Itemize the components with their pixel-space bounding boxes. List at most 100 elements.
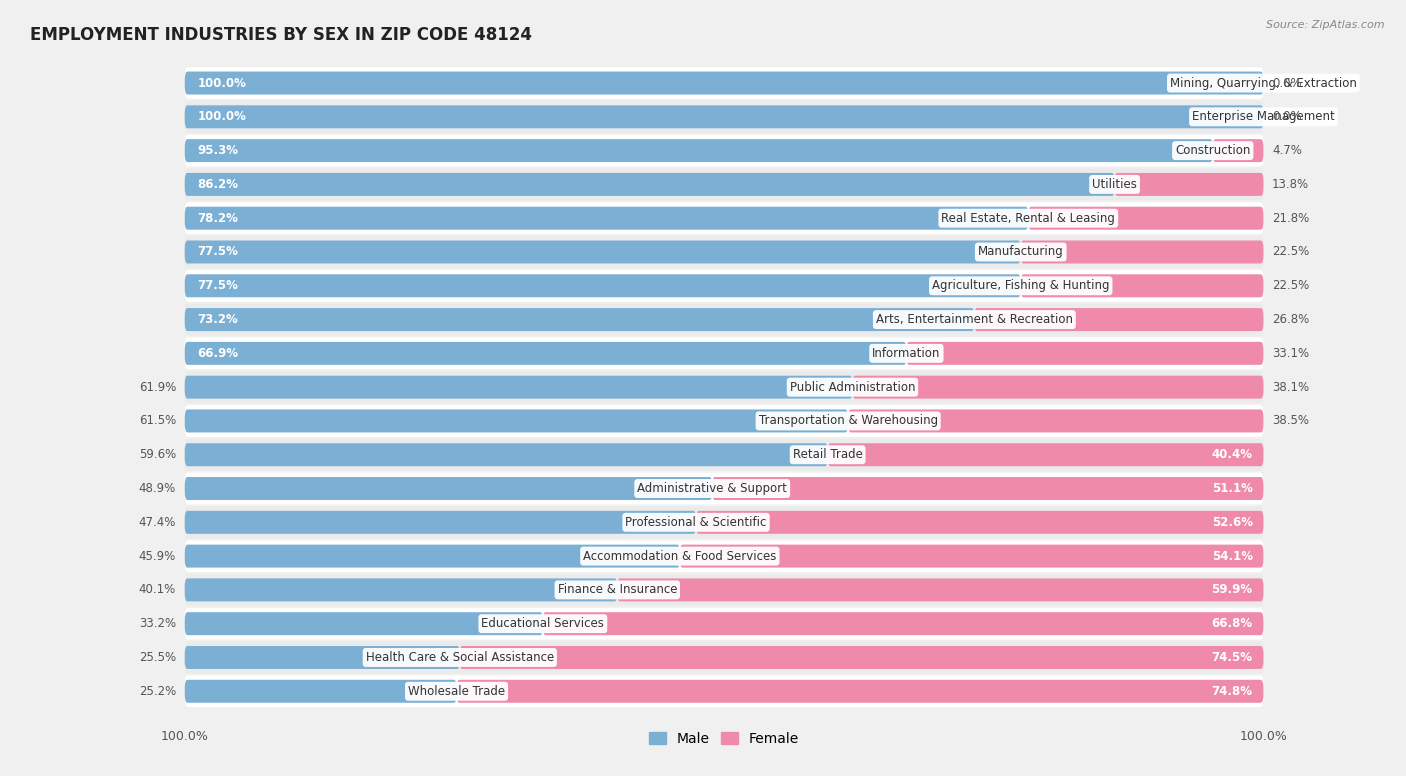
- FancyBboxPatch shape: [184, 578, 617, 601]
- Text: 59.6%: 59.6%: [139, 449, 176, 461]
- Text: Public Administration: Public Administration: [790, 381, 915, 393]
- Text: Construction: Construction: [1175, 144, 1250, 157]
- FancyBboxPatch shape: [184, 173, 1115, 196]
- Text: Enterprise Management: Enterprise Management: [1192, 110, 1334, 123]
- Text: 13.8%: 13.8%: [1272, 178, 1309, 191]
- Text: 52.6%: 52.6%: [1212, 516, 1253, 528]
- FancyBboxPatch shape: [184, 439, 1264, 470]
- Text: Manufacturing: Manufacturing: [977, 245, 1063, 258]
- Text: 95.3%: 95.3%: [198, 144, 239, 157]
- Text: 61.9%: 61.9%: [139, 381, 176, 393]
- Text: 78.2%: 78.2%: [198, 212, 239, 225]
- FancyBboxPatch shape: [184, 206, 1028, 230]
- Text: 61.5%: 61.5%: [139, 414, 176, 428]
- Text: 54.1%: 54.1%: [1212, 549, 1253, 563]
- Text: 38.1%: 38.1%: [1272, 381, 1309, 393]
- Text: 73.2%: 73.2%: [198, 313, 239, 326]
- Text: Information: Information: [872, 347, 941, 360]
- FancyBboxPatch shape: [852, 376, 1264, 399]
- FancyBboxPatch shape: [184, 101, 1264, 133]
- FancyBboxPatch shape: [696, 511, 1264, 534]
- FancyBboxPatch shape: [184, 308, 974, 331]
- Text: 22.5%: 22.5%: [1272, 245, 1309, 258]
- Text: 25.5%: 25.5%: [139, 651, 176, 664]
- FancyBboxPatch shape: [184, 443, 828, 466]
- Text: 4.7%: 4.7%: [1272, 144, 1302, 157]
- FancyBboxPatch shape: [184, 106, 1264, 128]
- FancyBboxPatch shape: [184, 608, 1264, 639]
- Text: 48.9%: 48.9%: [139, 482, 176, 495]
- Text: Arts, Entertainment & Recreation: Arts, Entertainment & Recreation: [876, 313, 1073, 326]
- Text: 33.2%: 33.2%: [139, 617, 176, 630]
- FancyBboxPatch shape: [1115, 173, 1264, 196]
- Text: Administrative & Support: Administrative & Support: [637, 482, 787, 495]
- Text: 100.0%: 100.0%: [198, 77, 246, 89]
- FancyBboxPatch shape: [184, 270, 1264, 302]
- FancyBboxPatch shape: [543, 612, 1264, 636]
- FancyBboxPatch shape: [457, 680, 1264, 703]
- Text: 74.5%: 74.5%: [1212, 651, 1253, 664]
- FancyBboxPatch shape: [184, 139, 1213, 162]
- Text: 77.5%: 77.5%: [198, 279, 239, 293]
- FancyBboxPatch shape: [184, 574, 1264, 606]
- FancyBboxPatch shape: [184, 642, 1264, 674]
- Text: 21.8%: 21.8%: [1272, 212, 1309, 225]
- FancyBboxPatch shape: [184, 646, 460, 669]
- Text: 86.2%: 86.2%: [198, 178, 239, 191]
- FancyBboxPatch shape: [184, 338, 1264, 369]
- Text: Accommodation & Food Services: Accommodation & Food Services: [583, 549, 776, 563]
- FancyBboxPatch shape: [974, 308, 1264, 331]
- Text: Agriculture, Fishing & Hunting: Agriculture, Fishing & Hunting: [932, 279, 1109, 293]
- Text: 66.9%: 66.9%: [198, 347, 239, 360]
- FancyBboxPatch shape: [184, 236, 1264, 268]
- FancyBboxPatch shape: [907, 342, 1264, 365]
- FancyBboxPatch shape: [184, 274, 1021, 297]
- Text: 45.9%: 45.9%: [139, 549, 176, 563]
- FancyBboxPatch shape: [184, 371, 1264, 403]
- FancyBboxPatch shape: [184, 511, 696, 534]
- FancyBboxPatch shape: [184, 680, 457, 703]
- Text: 0.0%: 0.0%: [1272, 110, 1302, 123]
- FancyBboxPatch shape: [848, 410, 1264, 432]
- Text: Real Estate, Rental & Leasing: Real Estate, Rental & Leasing: [942, 212, 1115, 225]
- FancyBboxPatch shape: [184, 303, 1264, 335]
- FancyBboxPatch shape: [828, 443, 1264, 466]
- Text: 51.1%: 51.1%: [1212, 482, 1253, 495]
- FancyBboxPatch shape: [184, 477, 713, 500]
- FancyBboxPatch shape: [184, 241, 1021, 264]
- Text: Health Care & Social Assistance: Health Care & Social Assistance: [366, 651, 554, 664]
- FancyBboxPatch shape: [681, 545, 1264, 567]
- Text: EMPLOYMENT INDUSTRIES BY SEX IN ZIP CODE 48124: EMPLOYMENT INDUSTRIES BY SEX IN ZIP CODE…: [30, 26, 531, 44]
- Text: 33.1%: 33.1%: [1272, 347, 1309, 360]
- FancyBboxPatch shape: [184, 405, 1264, 437]
- Text: Retail Trade: Retail Trade: [793, 449, 863, 461]
- FancyBboxPatch shape: [184, 203, 1264, 234]
- FancyBboxPatch shape: [184, 342, 907, 365]
- FancyBboxPatch shape: [184, 168, 1264, 200]
- FancyBboxPatch shape: [1021, 274, 1264, 297]
- FancyBboxPatch shape: [184, 473, 1264, 504]
- FancyBboxPatch shape: [184, 612, 543, 636]
- Text: 40.4%: 40.4%: [1212, 449, 1253, 461]
- Text: 22.5%: 22.5%: [1272, 279, 1309, 293]
- Text: 100.0%: 100.0%: [198, 110, 246, 123]
- FancyBboxPatch shape: [184, 410, 848, 432]
- Text: 0.0%: 0.0%: [1272, 77, 1302, 89]
- FancyBboxPatch shape: [184, 675, 1264, 707]
- Text: Transportation & Warehousing: Transportation & Warehousing: [759, 414, 938, 428]
- FancyBboxPatch shape: [184, 376, 852, 399]
- Text: Wholesale Trade: Wholesale Trade: [408, 684, 505, 698]
- Text: 26.8%: 26.8%: [1272, 313, 1309, 326]
- Text: 77.5%: 77.5%: [198, 245, 239, 258]
- Text: Utilities: Utilities: [1092, 178, 1137, 191]
- FancyBboxPatch shape: [617, 578, 1264, 601]
- FancyBboxPatch shape: [184, 135, 1264, 167]
- Text: Source: ZipAtlas.com: Source: ZipAtlas.com: [1267, 20, 1385, 30]
- Text: 38.5%: 38.5%: [1272, 414, 1309, 428]
- FancyBboxPatch shape: [184, 545, 681, 567]
- FancyBboxPatch shape: [184, 507, 1264, 539]
- FancyBboxPatch shape: [1028, 206, 1264, 230]
- Text: Mining, Quarrying, & Extraction: Mining, Quarrying, & Extraction: [1170, 77, 1357, 89]
- FancyBboxPatch shape: [184, 68, 1264, 99]
- Text: Educational Services: Educational Services: [481, 617, 605, 630]
